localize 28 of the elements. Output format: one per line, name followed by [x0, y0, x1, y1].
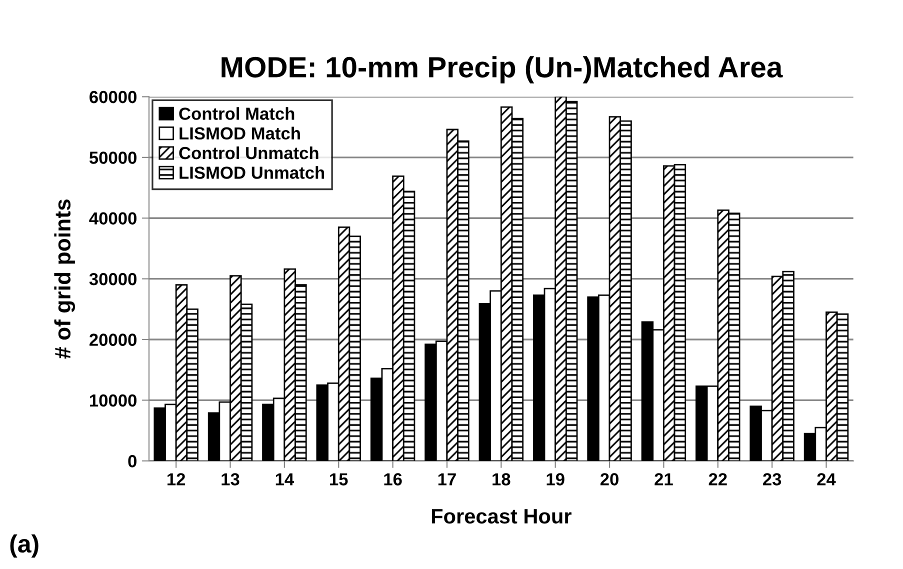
x-tick-label: 23 [763, 473, 782, 486]
x-tick-label: 18 [492, 473, 510, 486]
x-axis-title: Forecast Hour [432, 509, 572, 524]
x-tick-label: 22 [708, 473, 727, 486]
x-tick-label: 19 [546, 473, 564, 486]
x-tick-label: 20 [600, 473, 618, 486]
chart-title: MODE: 10-mm Precip (Un-)Matched Area [222, 56, 783, 84]
y-tick-label: 0 [128, 455, 136, 468]
text: (a) [10, 534, 38, 558]
legend-label: Control Match [179, 107, 294, 120]
x-tick-label: 12 [168, 473, 186, 486]
y-tick-label: 10000 [90, 394, 136, 407]
legend-label: Control Unmatch [179, 146, 318, 160]
y-tick-label: 20000 [90, 334, 136, 346]
legend-label: LISMOD Unmatch [180, 166, 324, 179]
x-tick-label: 16 [384, 473, 402, 486]
legend-label: LISMOD Match [180, 126, 300, 140]
x-tick-label: 24 [817, 473, 836, 486]
x-tick-label: 13 [222, 473, 240, 486]
x-tick-label: 15 [330, 473, 348, 486]
x-tick-label: 21 [654, 473, 673, 486]
x-tick-label: 17 [438, 473, 456, 486]
y-tick-label: 60000 [90, 90, 136, 104]
y-tick-label: 30000 [89, 272, 136, 286]
y-tick-label: 40000 [89, 212, 136, 225]
y-tick-label: 50000 [89, 152, 136, 164]
x-tick-label: 14 [276, 473, 294, 486]
y-axis-title: # of grid points [54, 199, 76, 359]
